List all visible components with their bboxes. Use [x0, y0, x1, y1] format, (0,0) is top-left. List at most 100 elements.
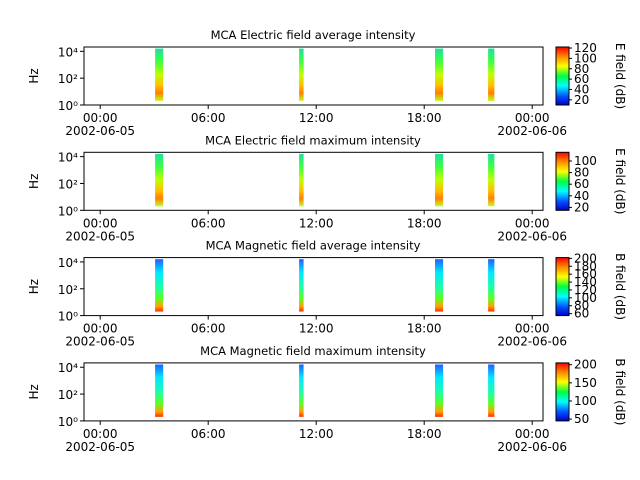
burst [488, 153, 495, 207]
y-tick-label: 10² [58, 283, 78, 297]
x-tick-label: 12:00 [299, 111, 334, 125]
colorbar-tick-label: 180 [574, 259, 597, 273]
axes-frame [83, 151, 544, 211]
y-tick-label: 10⁰ [58, 415, 78, 429]
burst [299, 259, 304, 312]
x-tick-label: 06:00 [191, 111, 226, 125]
colorbar-tick-label: 120 [574, 283, 597, 297]
burst [299, 153, 304, 207]
colorbar-tick-label: 150 [574, 376, 597, 390]
burst [299, 364, 304, 417]
burst [435, 259, 444, 312]
colorbar-tick-label: 40 [574, 82, 589, 96]
y-axis-label: Hz [27, 279, 41, 294]
y-tick-label: 10⁴ [58, 45, 78, 59]
x-tick-date: 2002-06-06 [497, 335, 567, 349]
x-tick-date: 2002-06-05 [65, 229, 135, 243]
colorbar-tick-label: 80 [574, 166, 589, 180]
x-tick-label: 12:00 [299, 322, 334, 336]
x-tick-date: 2002-06-05 [65, 124, 135, 138]
colorbar-label: E field (dB) [613, 43, 627, 109]
colorbar-tick-label: 120 [574, 41, 597, 55]
x-tick-label: 06:00 [191, 427, 226, 441]
panel-title: MCA Electric field maximum intensity [205, 133, 421, 147]
x-tick-label: 00:00 [515, 322, 550, 336]
y-tick-label: 10² [58, 72, 78, 86]
x-tick-date: 2002-06-06 [497, 440, 567, 454]
y-tick-label: 10⁴ [58, 361, 78, 375]
x-tick-date: 2002-06-05 [65, 440, 135, 454]
burst [488, 364, 495, 417]
y-tick-label: 10⁰ [58, 99, 78, 113]
x-tick-label: 18:00 [407, 216, 442, 230]
x-tick-label: 00:00 [83, 322, 118, 336]
colorbar-label: B field (dB) [613, 358, 627, 425]
y-axis-label: Hz [27, 68, 41, 83]
burst [299, 48, 304, 101]
colorbar-tick-label: 140 [574, 275, 597, 289]
y-axis-label: Hz [27, 174, 41, 189]
x-tick-label: 18:00 [407, 111, 442, 125]
y-tick-label: 10² [58, 177, 78, 191]
y-tick-label: 10⁴ [58, 256, 78, 270]
colorbar-label: E field (dB) [613, 148, 627, 214]
burst [155, 259, 164, 312]
x-tick-label: 06:00 [191, 322, 226, 336]
colorbar-tick-label: 60 [574, 307, 589, 321]
colorbar-tick-label: 100 [574, 51, 597, 65]
x-tick-label: 00:00 [515, 111, 550, 125]
colorbar-tick-label: 200 [574, 251, 597, 265]
panel-title: MCA Magnetic field average intensity [206, 239, 421, 253]
burst [435, 153, 444, 207]
burst [435, 364, 444, 417]
y-tick-label: 10⁴ [58, 151, 78, 165]
x-tick-date: 2002-06-06 [497, 229, 567, 243]
axes-frame [83, 46, 544, 106]
x-tick-label: 18:00 [407, 322, 442, 336]
x-tick-date: 2002-06-05 [65, 335, 135, 349]
axes-frame [83, 257, 544, 317]
burst [488, 259, 495, 312]
colorbar-tick-label: 100 [574, 154, 597, 168]
colorbar-tick-label: 160 [574, 267, 597, 281]
colorbar-label: B field (dB) [613, 253, 627, 320]
burst [155, 153, 164, 207]
colorbar-tick-label: 60 [574, 177, 589, 191]
colorbar [555, 151, 570, 211]
colorbar-tick-label: 40 [574, 189, 589, 203]
x-tick-date: 2002-06-06 [497, 124, 567, 138]
x-tick-label: 00:00 [83, 111, 118, 125]
colorbar-tick-label: 20 [574, 200, 589, 214]
burst [155, 48, 164, 101]
y-axis-label: Hz [27, 384, 41, 399]
x-tick-label: 12:00 [299, 427, 334, 441]
x-tick-label: 00:00 [515, 216, 550, 230]
colorbar-tick-label: 80 [574, 299, 589, 313]
burst [488, 48, 495, 101]
colorbar [555, 46, 570, 106]
colorbar-tick-label: 20 [574, 93, 589, 107]
x-tick-label: 00:00 [83, 427, 118, 441]
x-tick-label: 00:00 [83, 216, 118, 230]
colorbar [555, 362, 570, 422]
colorbar-tick-label: 50 [574, 412, 589, 426]
y-tick-label: 10⁰ [58, 310, 78, 324]
colorbar-tick-label: 80 [574, 62, 589, 76]
colorbar-tick-label: 100 [574, 291, 597, 305]
y-tick-label: 10⁰ [58, 204, 78, 218]
axes-frame [83, 362, 544, 422]
burst [435, 48, 444, 101]
colorbar [555, 257, 570, 317]
colorbar-tick-label: 100 [574, 394, 597, 408]
panel-title: MCA Electric field average intensity [211, 28, 416, 42]
y-tick-label: 10² [58, 388, 78, 402]
panel-title: MCA Magnetic field maximum intensity [200, 344, 426, 358]
x-tick-label: 06:00 [191, 216, 226, 230]
colorbar-tick-label: 200 [574, 358, 597, 372]
x-tick-label: 18:00 [407, 427, 442, 441]
colorbar-tick-label: 60 [574, 72, 589, 86]
burst [155, 364, 164, 417]
x-tick-label: 12:00 [299, 216, 334, 230]
x-tick-label: 00:00 [515, 427, 550, 441]
